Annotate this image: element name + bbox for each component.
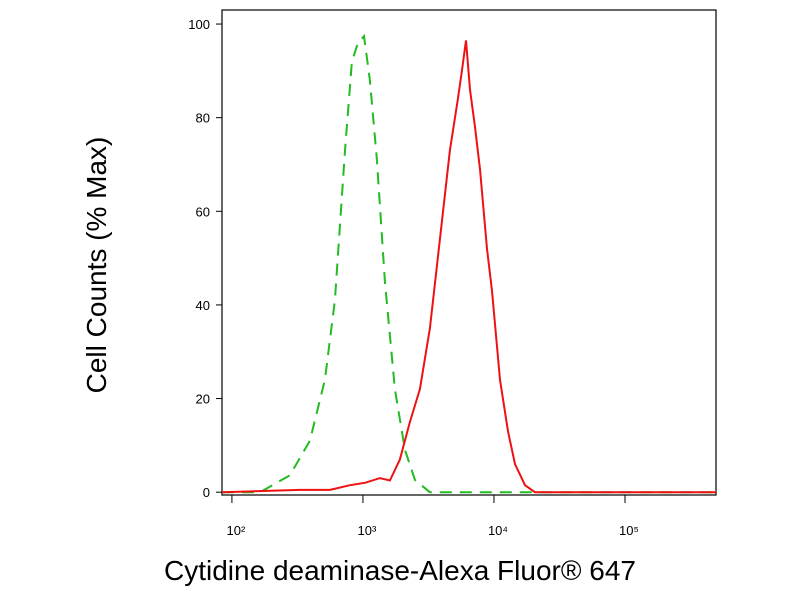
y-tick-label: 80	[196, 111, 210, 126]
series-line	[222, 33, 716, 494]
y-tick-label: 60	[196, 204, 210, 219]
y-tick-label: 0	[203, 485, 210, 500]
series-line	[221, 40, 716, 494]
x-tick-label: 10⁴	[488, 523, 508, 538]
plot-frame	[221, 9, 717, 496]
x-tick-label: 10³	[358, 523, 377, 538]
x-axis-title: Cytidine deaminase-Alexa Fluor® 647	[164, 555, 636, 586]
x-tick-label: 10²	[227, 523, 246, 538]
y-tick-label: 100	[188, 17, 210, 32]
y-tick-label: 40	[196, 298, 210, 313]
y-tick-label: 20	[196, 392, 210, 407]
x-tick-label: 10⁵	[619, 523, 639, 538]
y-axis-title: Cell Counts (% Max)	[81, 137, 112, 394]
